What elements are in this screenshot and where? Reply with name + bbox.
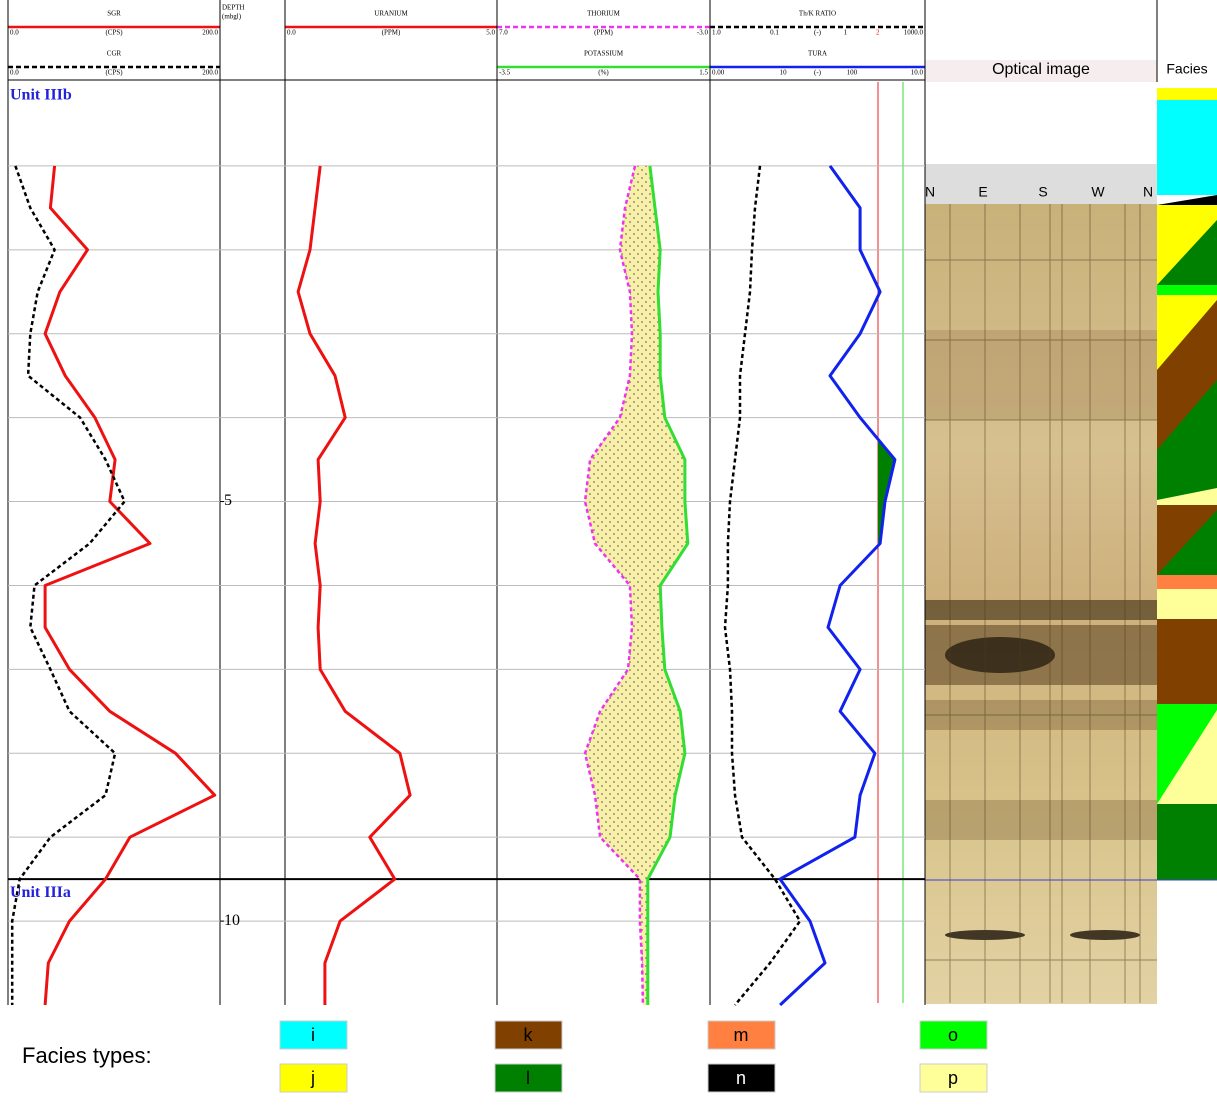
x-tick-label: 0.0 [10, 69, 19, 77]
y-tick-label: 10 [224, 912, 240, 929]
direction-label: N [925, 184, 935, 200]
direction-label: W [1091, 184, 1105, 200]
x-tick-label: 7.0 [499, 29, 508, 37]
log-curve [778, 165, 897, 1007]
x-tick-label: 5.0 [486, 29, 495, 37]
unit-label: Unit IIIa [10, 884, 71, 901]
optical-title: Optical image [992, 61, 1090, 78]
scale-label: 1 [844, 29, 848, 37]
x-tick-label: -3.5 [499, 69, 511, 77]
track-title: DEPTH [222, 4, 245, 12]
x-tick-label: 200.0 [202, 29, 218, 37]
scale-label: 10 [780, 69, 788, 77]
legend-swatch [707, 1063, 776, 1093]
optical-orient-bar [925, 164, 1157, 204]
legend-label: p [948, 1068, 958, 1088]
facies-title: Facies [1166, 61, 1207, 77]
x-tick-label: -3.0 [697, 29, 709, 37]
x-tick-label: 200.0 [202, 69, 218, 77]
legend-swatch [919, 1063, 988, 1093]
legend-swatch [494, 1020, 563, 1050]
legend-label: m [734, 1025, 749, 1045]
y-tick-label: 5 [224, 492, 232, 509]
x-tick-label: 1.0 [712, 29, 721, 37]
legend-label: n [736, 1068, 746, 1088]
log-curve [723, 165, 802, 1006]
track-unit: (mbgl) [222, 13, 242, 21]
legend-label: i [311, 1025, 315, 1045]
optical-header-bg [925, 60, 1157, 82]
series-unit: (-) [814, 69, 822, 77]
log-curve [646, 165, 690, 1005]
direction-label: S [1038, 184, 1047, 200]
legend-label: k [524, 1025, 534, 1045]
scale-label: 0.1 [770, 29, 779, 37]
legend-label: o [948, 1025, 958, 1045]
fill-between [584, 165, 688, 1006]
series-unit: (-) [814, 29, 822, 37]
x-tick-label: 10.0 [911, 69, 924, 77]
log-curve [43, 165, 217, 1006]
unit-label: Unit IIIb [10, 87, 72, 104]
legend-swatch [919, 1020, 988, 1050]
legend-label: l [526, 1068, 530, 1088]
legend-swatch [707, 1020, 776, 1050]
direction-label: E [978, 184, 987, 200]
legend: i j k l m n o p [279, 1020, 988, 1093]
x-tick-label: 0.0 [287, 29, 296, 37]
legend-label: j [310, 1068, 315, 1088]
x-tick-label: 1000.0 [904, 29, 924, 37]
series-name: TURA [808, 50, 827, 58]
series-name: SGR [107, 10, 121, 18]
legend-title: Facies types: [22, 1043, 152, 1068]
optical-image [925, 204, 1157, 1004]
series-unit: (PPM) [594, 29, 613, 37]
series-unit: (CPS) [105, 29, 123, 37]
plot-layer: Unit IIIb Unit IIIa SGR (CPS) 0.0 200.0 CGR (CP… [7, 4, 926, 1007]
legend-swatch [279, 1020, 348, 1050]
series-unit: (CPS) [105, 69, 123, 77]
x-tick-label: 1.5 [699, 69, 708, 77]
series-unit: (%) [598, 69, 609, 77]
direction-label: N [1143, 184, 1153, 200]
x-tick-label: 0.0 [10, 29, 19, 37]
facies-column [1157, 88, 1217, 880]
series-name: THORIUM [587, 10, 620, 18]
series-name: Th/K RATIO [799, 10, 836, 18]
scale-label: 100 [847, 69, 858, 77]
log-curve [583, 165, 645, 1006]
series-unit: (PPM) [382, 29, 401, 37]
x-tick-label: 0.00 [712, 69, 725, 77]
scale-label: 2 [876, 29, 880, 37]
log-curve [296, 165, 412, 1005]
legend-swatch [279, 1063, 348, 1093]
series-name: POTASSIUM [584, 50, 624, 58]
legend-swatch [494, 1063, 563, 1093]
series-name: URANIUM [374, 10, 408, 18]
series-name: CGR [107, 50, 122, 58]
